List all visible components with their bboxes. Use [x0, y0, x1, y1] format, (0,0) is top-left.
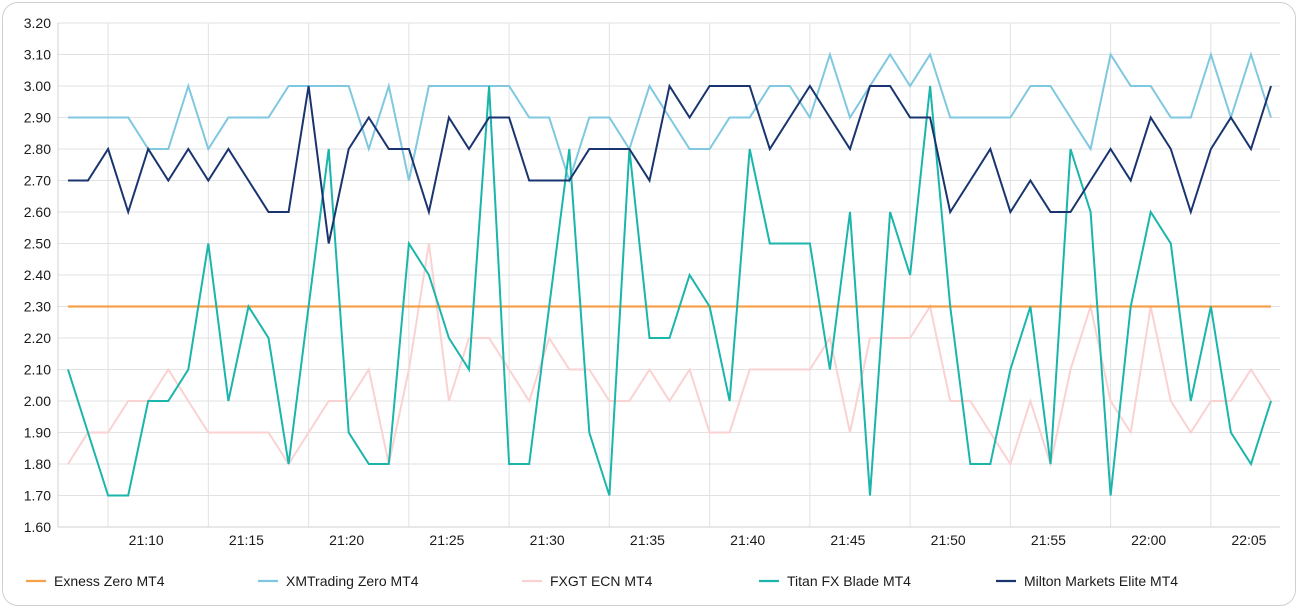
- series-line-3: [67, 243, 1272, 468]
- y-tick-label: 2.20: [24, 330, 51, 346]
- y-tick-label: 2.40: [24, 267, 51, 283]
- series-lines: [67, 51, 1272, 497]
- y-tick-label: 2.50: [24, 236, 51, 252]
- series-line-4: [67, 85, 1272, 497]
- y-tick-label: 2.10: [24, 362, 51, 378]
- series-line-2: [68, 51, 1272, 184]
- y-tick-label: 1.70: [24, 488, 51, 504]
- y-tick-label: 3.20: [24, 15, 51, 31]
- y-tick-label: 2.30: [24, 299, 51, 315]
- y-tick-label: 3.10: [24, 47, 51, 63]
- y-tick-label: 2.90: [24, 110, 51, 126]
- x-tick-label: 21:30: [530, 532, 565, 548]
- x-tick-label: 21:10: [129, 532, 164, 548]
- y-tick-label: 2.00: [24, 393, 51, 409]
- legend-label: XMTrading Zero MT4: [286, 573, 419, 589]
- y-tick-label: 1.90: [24, 425, 51, 441]
- x-tick-label: 21:45: [830, 532, 865, 548]
- x-tick-label: 21:20: [329, 532, 364, 548]
- series-line-5: [68, 83, 1272, 244]
- x-tick-label: 22:00: [1131, 532, 1166, 548]
- x-tick-label: 21:25: [429, 532, 464, 548]
- x-tick-label: 22:05: [1231, 532, 1266, 548]
- legend-label: FXGT ECN MT4: [550, 573, 653, 589]
- y-tick-label: 1.80: [24, 456, 51, 472]
- y-tick-label: 1.60: [24, 519, 51, 535]
- y-tick-label: 2.70: [24, 173, 51, 189]
- legend-label: Titan FX Blade MT4: [787, 573, 911, 589]
- axes: 1.60 1.70 1.80 1.90 2.00 2.10 2.20 2.30 2.40 2.50…: [24, 15, 1267, 548]
- x-tick-label: 21:55: [1031, 532, 1066, 548]
- grid: [57, 22, 1280, 528]
- x-tick-label: 21:50: [931, 532, 966, 548]
- y-tick-label: 2.60: [24, 204, 51, 220]
- legend-label: Exness Zero MT4: [54, 573, 165, 589]
- legend: Exness Zero MT4 XMTrading Zero MT4 FXGT EC…: [26, 573, 1178, 589]
- y-tick-label: 2.80: [24, 141, 51, 157]
- y-tick-label: 3.00: [24, 78, 51, 94]
- x-tick-label: 21:15: [229, 532, 264, 548]
- legend-label: Milton Markets Elite MT4: [1024, 573, 1178, 589]
- x-tick-label: 21:40: [730, 532, 765, 548]
- x-tick-label: 21:35: [630, 532, 665, 548]
